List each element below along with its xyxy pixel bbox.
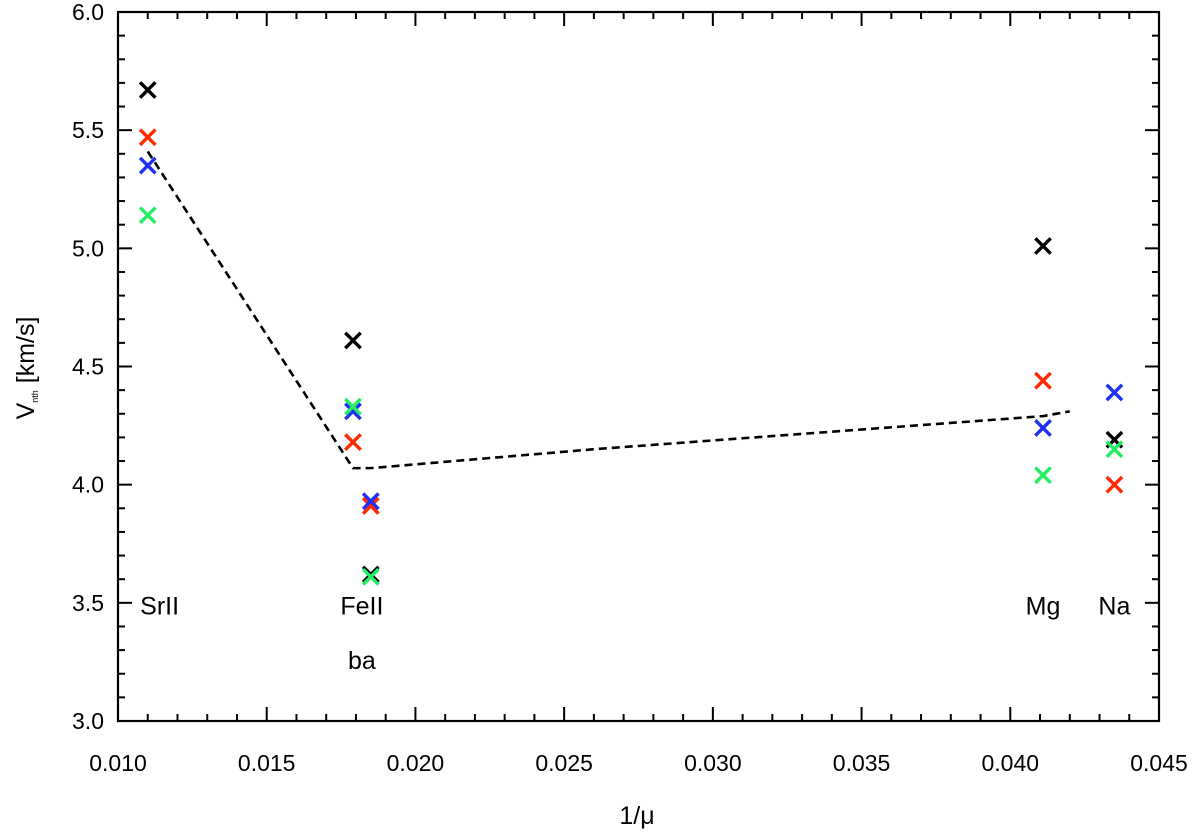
x-marker-stroke [361, 567, 380, 586]
x-tick-label: 0.035 [833, 750, 891, 776]
x-marker-stroke [138, 156, 157, 175]
x-marker [1034, 371, 1052, 390]
annotation-label: Na [1098, 593, 1130, 621]
annotation-label: Mg [1026, 593, 1061, 621]
trend-line [146, 150, 1070, 470]
x-marker-stroke [1034, 237, 1052, 255]
x-tick-label: 0.030 [684, 750, 742, 776]
x-marker-stroke [1105, 475, 1124, 494]
x-marker-stroke [1034, 419, 1052, 437]
y-axis-title-subscript: nth [30, 390, 40, 403]
y-tick-label: 3.0 [72, 708, 104, 734]
y-tick-label: 6.0 [72, 0, 104, 25]
x-marker [138, 156, 157, 175]
x-marker-stroke [1105, 440, 1124, 459]
x-marker-stroke [344, 331, 362, 350]
x-marker-stroke [344, 397, 362, 416]
x-tick-label: 0.010 [89, 750, 147, 776]
x-marker-stroke [361, 497, 380, 515]
x-tick-label: 0.025 [535, 750, 593, 776]
x-marker [1105, 440, 1124, 459]
x-marker-stroke [138, 81, 157, 99]
y-tick-label: 3.5 [72, 590, 104, 616]
x-marker [138, 128, 157, 147]
x-marker [1105, 383, 1124, 402]
x-marker-stroke [344, 433, 362, 452]
x-marker [1034, 237, 1052, 255]
x-tick-label: 0.040 [982, 750, 1040, 776]
x-marker [344, 331, 362, 350]
x-marker [138, 206, 157, 225]
x-marker [361, 497, 380, 515]
x-axis-title: 1/μ [619, 802, 654, 830]
x-marker [361, 567, 380, 586]
y-tick-label: 4.0 [72, 472, 104, 498]
tick-labels: 0.010 0.015 0.020 0.025 0.030 0.035 0.040 0.045… [72, 0, 1188, 776]
annotation-label: ba [348, 647, 376, 675]
x-marker [344, 397, 362, 416]
x-tick-label: 0.015 [238, 750, 296, 776]
annotation-label: FeII [340, 593, 383, 621]
x-marker-stroke [1034, 371, 1052, 390]
plot-frame [116, 10, 1161, 723]
x-marker [1034, 419, 1052, 437]
x-marker [138, 81, 157, 99]
y-tick-label: 5.0 [72, 235, 104, 261]
y-tick-label: 5.5 [72, 117, 104, 143]
x-marker-stroke [344, 402, 362, 421]
x-marker-stroke [138, 206, 157, 225]
y-axis-title-main: V [12, 402, 40, 419]
x-marker [1105, 475, 1124, 494]
axes [116, 10, 1161, 723]
x-marker-stroke [1034, 466, 1052, 485]
annotation-label: SrII [140, 593, 179, 621]
y-axis-title-unit: [km/s] [12, 317, 40, 391]
x-marker [1034, 466, 1052, 485]
annotations: SrII FeII ba Mg Na [140, 593, 1130, 675]
data-layer [138, 81, 1124, 586]
x-marker [361, 492, 380, 511]
x-marker-stroke [138, 128, 157, 147]
x-tick-label: 0.020 [387, 750, 445, 776]
x-marker-stroke [361, 492, 380, 511]
y-tick-label: 4.5 [72, 354, 104, 380]
y-axis-title: Vnth [km/s] [12, 317, 40, 420]
x-marker [344, 402, 362, 421]
x-marker [344, 433, 362, 452]
x-marker-stroke [1105, 383, 1124, 402]
x-tick-label: 0.045 [1130, 750, 1188, 776]
